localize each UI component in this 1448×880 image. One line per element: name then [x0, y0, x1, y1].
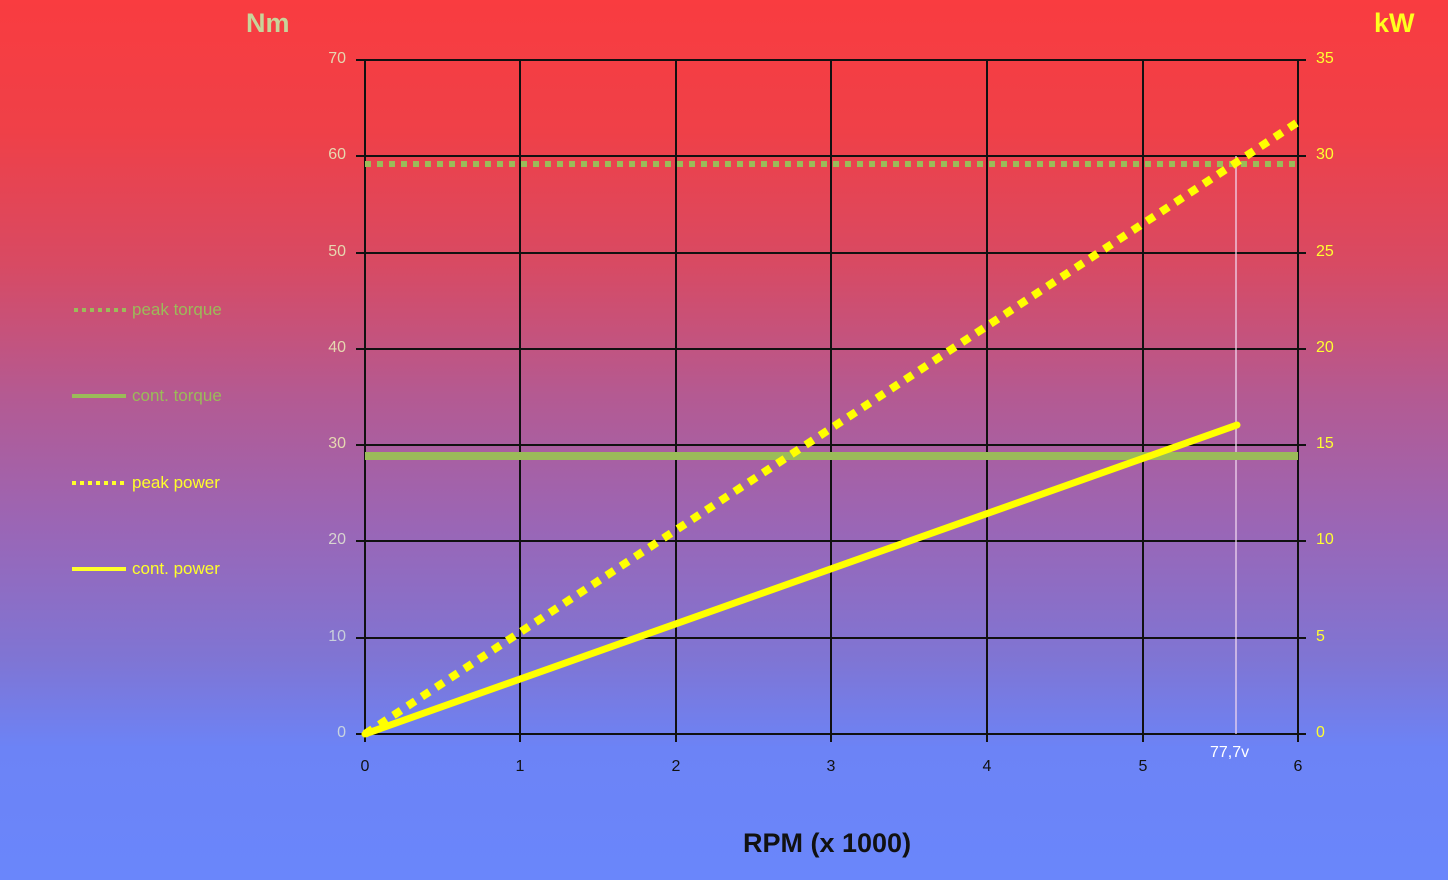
x-tick: 6 — [1293, 758, 1303, 775]
x-tick: 3 — [826, 758, 836, 775]
y-left-tick: 10 — [328, 628, 346, 645]
y-right-tick: 25 — [1316, 243, 1334, 260]
y-right-tick: 10 — [1316, 531, 1334, 548]
x-axis-title: RPM (x 1000) — [743, 828, 912, 858]
y-right-tick: 5 — [1316, 628, 1325, 645]
dotted-line-icon — [72, 481, 126, 485]
left-axis-unit: Nm — [246, 8, 290, 38]
y-right-tick: 30 — [1316, 146, 1334, 163]
legend-item-cont-power: cont. power — [72, 559, 220, 579]
y-right-tick: 35 — [1316, 50, 1334, 67]
legend-item-peak-torque: peak torque — [72, 300, 222, 320]
grid — [356, 59, 1306, 742]
voltage-marker-label: 77,7v — [1210, 744, 1250, 761]
y-left-tick: 20 — [328, 531, 346, 548]
x-tick: 2 — [671, 758, 681, 775]
legend-label: cont. torque — [132, 386, 222, 405]
x-tick: 0 — [360, 758, 370, 775]
solid-line-icon — [72, 567, 126, 571]
y-left-tick: 0 — [337, 724, 346, 741]
y-left-tick: 70 — [328, 50, 346, 67]
legend-item-cont-torque: cont. torque — [72, 386, 222, 406]
y-left-tick: 30 — [328, 435, 346, 452]
y-right-tick: 15 — [1316, 435, 1334, 452]
y-left-tick: 50 — [328, 243, 346, 260]
legend-label: cont. power — [132, 559, 220, 578]
y-left-tick: 60 — [328, 146, 346, 163]
solid-line-icon — [72, 394, 126, 398]
x-tick: 1 — [515, 758, 525, 775]
legend-item-peak-power: peak power — [72, 473, 220, 493]
x-tick: 5 — [1138, 758, 1148, 775]
legend-label: peak power — [132, 473, 220, 492]
y-left-tick: 40 — [328, 339, 346, 356]
x-tick: 4 — [982, 758, 992, 775]
right-axis-unit: kW — [1374, 8, 1415, 38]
legend-label: peak torque — [132, 300, 222, 319]
y-right-tick: 0 — [1316, 724, 1325, 741]
y-right-tick: 20 — [1316, 339, 1334, 356]
series-cont-power — [361, 421, 1241, 738]
dotted-line-icon — [74, 308, 126, 312]
